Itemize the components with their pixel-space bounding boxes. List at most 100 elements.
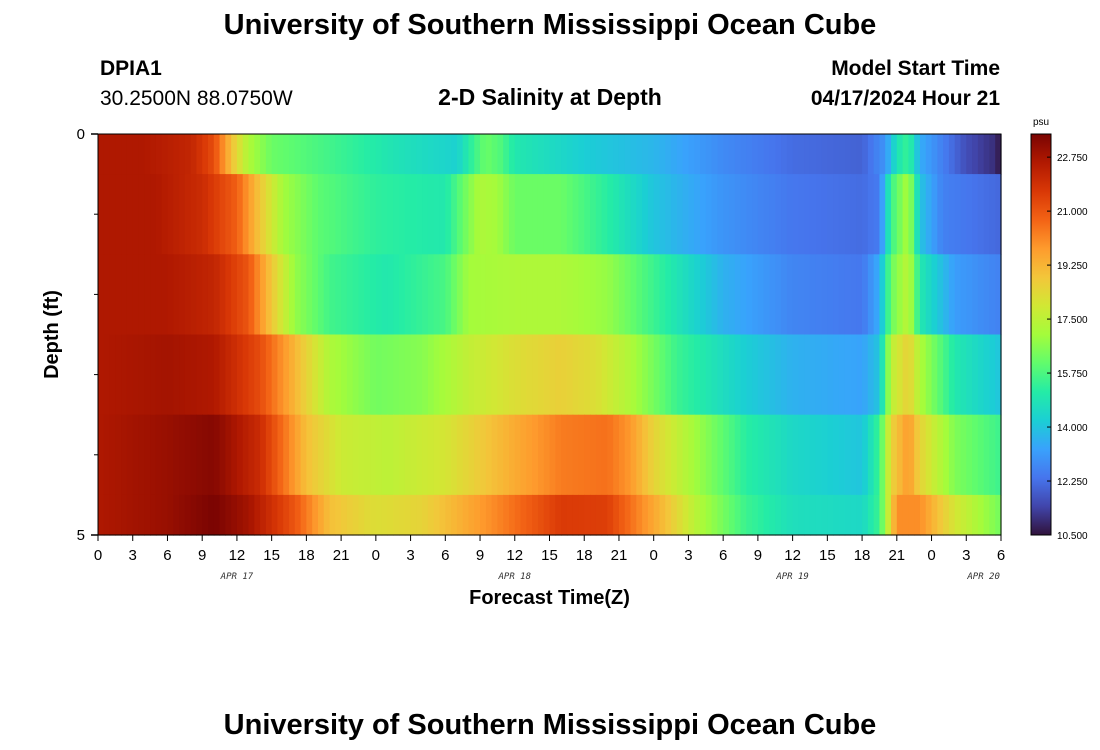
heatmap-cell (578, 494, 585, 536)
heatmap-cell (618, 254, 626, 336)
heatmap-cell (613, 414, 620, 496)
heatmap-cell (265, 414, 273, 496)
heatmap-cell (804, 494, 811, 536)
heatmap-cell (497, 334, 504, 416)
heatmap-cell (387, 414, 394, 496)
heatmap-cell (138, 134, 145, 175)
heatmap-cell (989, 414, 996, 496)
heatmap-cell (503, 494, 510, 536)
heatmap-cell (300, 174, 307, 255)
heatmap-cell (474, 414, 481, 496)
heatmap-cell (393, 494, 400, 536)
heatmap-cell (167, 134, 174, 175)
heatmap-cell (491, 334, 499, 416)
heatmap-cell (190, 254, 198, 336)
heatmap-cell (503, 174, 510, 255)
heatmap-cell (300, 334, 307, 416)
y-tick-label: 0 (77, 126, 85, 143)
heatmap-cell (294, 334, 302, 416)
heatmap-cell (213, 494, 221, 536)
heatmap-cell (827, 494, 834, 536)
colorbar-label: 17.500 (1057, 315, 1088, 326)
heatmap-cell (931, 334, 938, 416)
heatmap-cell (618, 174, 626, 255)
heatmap-cell (109, 174, 116, 255)
heatmap-cell (161, 494, 169, 536)
heatmap-cell (422, 254, 429, 336)
heatmap-cell (549, 334, 556, 416)
heatmap-cell (520, 414, 527, 496)
heatmap-cell (173, 414, 180, 496)
heatmap-cell (207, 494, 215, 536)
heatmap-cell (584, 414, 591, 496)
heatmap-cell (399, 254, 406, 336)
heatmap-cell (439, 414, 446, 496)
heatmap-cell (242, 494, 250, 536)
heatmap-cell (972, 254, 979, 336)
heatmap-cell (885, 254, 892, 336)
heatmap-cell (676, 134, 684, 175)
heatmap-cell (248, 494, 255, 536)
heatmap-cell (723, 334, 730, 416)
heatmap-cell (289, 414, 296, 496)
heatmap-cell (636, 414, 643, 496)
heatmap-cell (862, 254, 869, 336)
heatmap-cell (694, 334, 701, 416)
heatmap-cell (503, 334, 510, 416)
heatmap-cell (416, 334, 423, 416)
heatmap-cell (254, 494, 261, 536)
heatmap-cell (948, 494, 956, 536)
heatmap-cell (972, 134, 979, 175)
heatmap-cell (462, 334, 470, 416)
heatmap-cell (219, 134, 226, 175)
heatmap-cell (404, 254, 412, 336)
heatmap-cell (422, 334, 429, 416)
heatmap-cell (740, 174, 747, 255)
heatmap-cell (115, 494, 122, 536)
heatmap-cell (798, 174, 805, 255)
heatmap-cell (196, 134, 203, 175)
heatmap-cell (595, 134, 603, 175)
heatmap-cell (543, 414, 551, 496)
heatmap-cell (937, 494, 944, 536)
heatmap-cell (451, 414, 458, 496)
heatmap-cell (833, 134, 840, 175)
heatmap-cell (480, 334, 487, 416)
heatmap-cell (566, 494, 574, 536)
heatmap-cell (665, 334, 672, 416)
heatmap-cell (271, 134, 279, 175)
heatmap-cell (532, 414, 539, 496)
heatmap-cell (688, 494, 695, 536)
heatmap-cell (537, 494, 545, 536)
heatmap-cell (676, 254, 684, 336)
heatmap-cell (931, 414, 938, 496)
heatmap-cell (867, 494, 875, 536)
heatmap-cell (370, 334, 377, 416)
heatmap-cell (358, 134, 365, 175)
heatmap-cell (150, 134, 157, 175)
heatmap-cell (98, 414, 105, 496)
heatmap-cell (769, 254, 776, 336)
heatmap-cell (659, 134, 666, 175)
heatmap-cell (196, 334, 203, 416)
heatmap-cell (914, 254, 921, 336)
heatmap-cell (300, 414, 307, 496)
heatmap-cell (769, 334, 776, 416)
heatmap-cell (433, 414, 441, 496)
heatmap-cell (873, 414, 881, 496)
heatmap-cell (399, 494, 406, 536)
heatmap-cell (161, 334, 169, 416)
heatmap-cell (966, 494, 973, 536)
heatmap-cell (312, 414, 319, 496)
heatmap-cell (300, 254, 307, 336)
heatmap-cell (341, 494, 348, 536)
heatmap-cell (480, 254, 487, 336)
heatmap-cell (943, 254, 950, 336)
heatmap-cell (312, 494, 319, 536)
heatmap-cell (514, 414, 522, 496)
heatmap-cell (381, 334, 389, 416)
heatmap-cell (798, 414, 805, 496)
heatmap-cell (647, 334, 655, 416)
heatmap-cell (954, 174, 962, 255)
heatmap-cell (485, 414, 493, 496)
